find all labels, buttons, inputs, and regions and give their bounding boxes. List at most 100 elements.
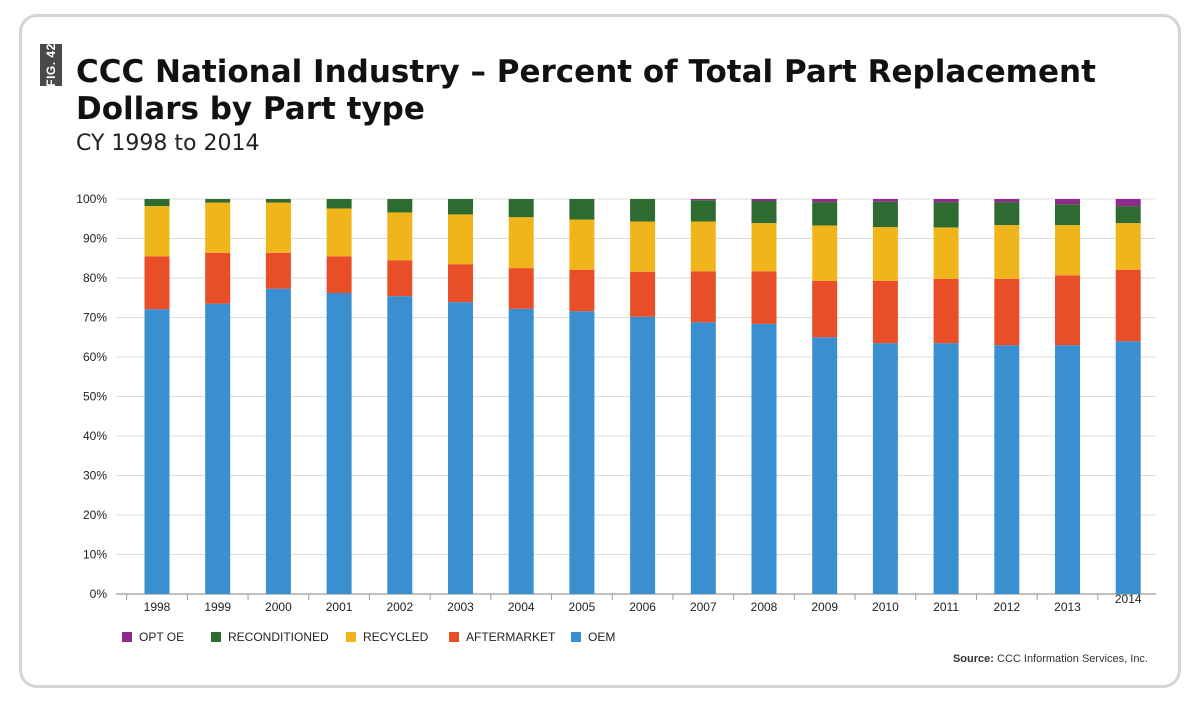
bar-segment-recycled bbox=[1115, 223, 1141, 270]
y-tick-label: 40% bbox=[83, 429, 107, 443]
legend-swatch bbox=[122, 632, 132, 642]
legend-label: AFTERMARKET bbox=[466, 630, 556, 644]
bar-segment-reconditioned bbox=[994, 202, 1020, 226]
bar-segment-recycled bbox=[994, 225, 1020, 279]
bar-segment-reconditioned bbox=[569, 199, 595, 220]
bar-segment-reconditioned bbox=[1115, 206, 1141, 224]
bar-segment-oem bbox=[448, 302, 473, 594]
bar-segment-reconditioned bbox=[205, 199, 231, 203]
x-tick-label: 1999 bbox=[204, 600, 231, 614]
bar-segment-reconditioned bbox=[265, 199, 291, 203]
bar-segment-reconditioned bbox=[630, 199, 656, 222]
bar-segment-aftermarket bbox=[387, 260, 413, 297]
bar-segment-aftermarket bbox=[1115, 269, 1141, 342]
bar-segment-opt-oe bbox=[812, 199, 838, 203]
legend-swatch bbox=[571, 632, 581, 642]
y-tick-label: 90% bbox=[83, 232, 107, 246]
x-tick-label: 2001 bbox=[326, 600, 353, 614]
bar-segment-reconditioned bbox=[448, 199, 473, 215]
bar-segment-oem bbox=[508, 308, 534, 594]
bar-segment-aftermarket bbox=[994, 278, 1020, 346]
bar-segment-reconditioned bbox=[812, 202, 838, 226]
legend-swatch bbox=[346, 632, 356, 642]
y-tick-label: 100% bbox=[76, 192, 107, 206]
y-tick-label: 30% bbox=[83, 469, 107, 483]
bar-segment-recycled bbox=[933, 227, 959, 279]
bar-segment-opt-oe bbox=[751, 199, 777, 201]
bar-segment-recycled bbox=[265, 202, 291, 253]
bar-segment-aftermarket bbox=[205, 252, 231, 304]
bar-segment-aftermarket bbox=[751, 271, 777, 324]
bar-segment-reconditioned bbox=[387, 199, 413, 213]
bar-segment-reconditioned bbox=[326, 199, 352, 209]
bar-segment-oem bbox=[812, 337, 838, 594]
bar-segment-recycled bbox=[205, 202, 231, 253]
bar-segment-aftermarket bbox=[872, 280, 898, 344]
x-tick-label: 2005 bbox=[569, 600, 596, 614]
bar-segment-recycled bbox=[812, 225, 838, 281]
bar-segment-oem bbox=[569, 311, 595, 594]
x-tick-label: 2014 bbox=[1115, 592, 1142, 606]
bar-segment-aftermarket bbox=[326, 256, 352, 294]
bar-segment-oem bbox=[933, 343, 959, 594]
bar-segment-aftermarket bbox=[630, 271, 656, 317]
x-tick-label: 2004 bbox=[508, 600, 535, 614]
bar-segment-oem bbox=[144, 309, 170, 594]
bar-segment-oem bbox=[872, 343, 898, 594]
bar-segment-aftermarket bbox=[569, 269, 595, 312]
legend-label: OPT OE bbox=[139, 630, 184, 644]
source-text: CCC Information Services, Inc. bbox=[997, 653, 1148, 665]
bar-segment-reconditioned bbox=[1055, 204, 1080, 226]
y-tick-label: 20% bbox=[83, 508, 107, 522]
bar-segment-oem bbox=[630, 316, 656, 594]
bar-segment-oem bbox=[265, 288, 291, 594]
bar-segment-recycled bbox=[630, 221, 656, 272]
x-tick-label: 2011 bbox=[933, 600, 959, 614]
y-tick-label: 70% bbox=[83, 311, 107, 325]
bar-segment-aftermarket bbox=[690, 271, 716, 323]
x-tick-label: 2006 bbox=[629, 600, 656, 614]
bar-segment-oem bbox=[326, 293, 352, 594]
x-tick-label: 2002 bbox=[386, 600, 413, 614]
bar-segment-opt-oe bbox=[872, 199, 898, 202]
bar-segment-reconditioned bbox=[751, 200, 777, 224]
bar-segment-reconditioned bbox=[933, 202, 959, 228]
bar-segment-reconditioned bbox=[872, 201, 898, 228]
bar-segment-recycled bbox=[387, 212, 413, 261]
x-tick-label: 2008 bbox=[751, 600, 778, 614]
bar-segment-opt-oe bbox=[994, 199, 1020, 203]
legend-swatch bbox=[449, 632, 459, 642]
bar-segment-opt-oe bbox=[1115, 199, 1141, 207]
bar-segment-recycled bbox=[751, 223, 777, 272]
bar-segment-oem bbox=[751, 323, 777, 594]
legend-label: OEM bbox=[588, 630, 615, 644]
bar-segment-oem bbox=[994, 345, 1020, 594]
bar-segment-recycled bbox=[1055, 225, 1080, 276]
bar-segment-oem bbox=[1055, 345, 1080, 594]
bar-segment-recycled bbox=[872, 227, 898, 281]
bar-segment-oem bbox=[387, 296, 413, 594]
bar-segment-reconditioned bbox=[690, 200, 716, 222]
x-tick-label: 2012 bbox=[993, 600, 1020, 614]
bar-segment-recycled bbox=[144, 206, 170, 257]
y-tick-label: 60% bbox=[83, 350, 107, 364]
x-tick-label: 2003 bbox=[447, 600, 474, 614]
bar-segment-aftermarket bbox=[508, 268, 534, 309]
y-tick-label: 10% bbox=[83, 548, 107, 562]
y-axis: 0% 10% 20% 30% 40% 50% 60% 70% 80% 90% 100% bbox=[76, 192, 107, 601]
bar-segment-oem bbox=[205, 303, 231, 594]
bar-segment-opt-oe bbox=[1055, 199, 1080, 205]
source-label: Source: bbox=[952, 653, 994, 665]
bar-segment-recycled bbox=[326, 208, 352, 257]
bar-segment-oem bbox=[1115, 341, 1141, 594]
y-tick-label: 80% bbox=[83, 271, 107, 285]
source-note: Source: CCC Information Services, Inc. bbox=[953, 653, 1148, 665]
x-tick-label: 2007 bbox=[690, 600, 717, 614]
legend-label: RECYCLED bbox=[363, 630, 429, 644]
legend-label: RECONDITIONED bbox=[228, 630, 329, 644]
x-tick-label: 1998 bbox=[144, 600, 171, 614]
bars bbox=[144, 199, 1141, 594]
bar-segment-reconditioned bbox=[508, 199, 534, 218]
bar-segment-aftermarket bbox=[265, 252, 291, 289]
